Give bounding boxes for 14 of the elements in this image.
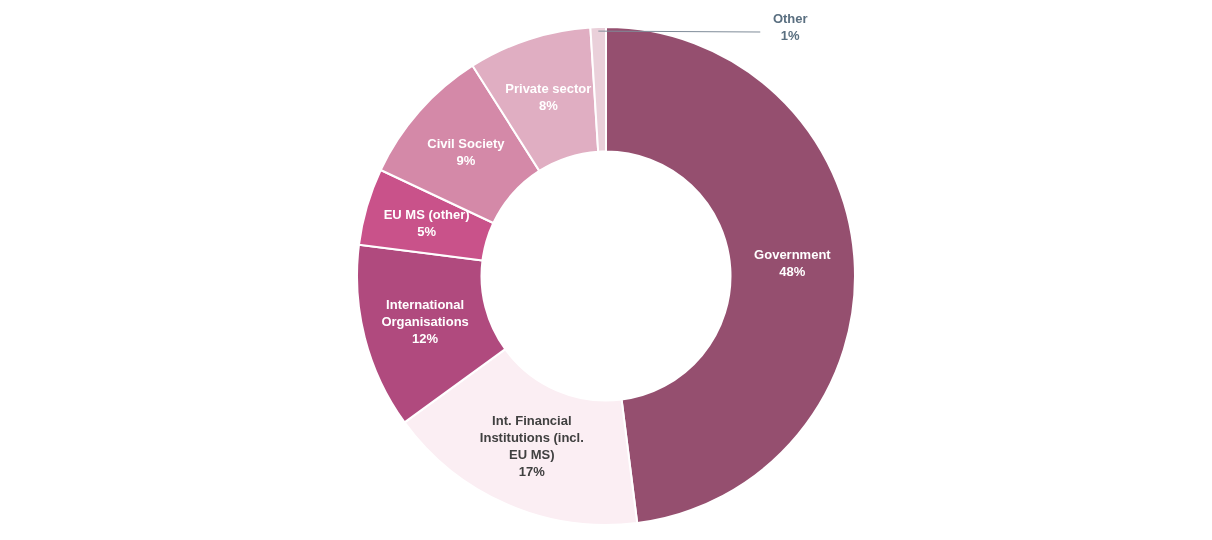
slice-label: Government — [754, 247, 832, 263]
data-label: 8% — [538, 98, 559, 114]
slice-label: Int. Financial Institutions (incl. EU MS) — [479, 413, 584, 463]
data-label: 12% — [412, 331, 439, 347]
data-label: 9% — [456, 152, 476, 168]
slice-label: Private sector — [505, 81, 592, 97]
slice-label: Civil Society — [427, 135, 506, 151]
slice-label: EU MS (other) — [383, 206, 470, 222]
data-label: 5% — [417, 223, 437, 239]
data-label: 17% — [518, 464, 546, 480]
slice-label: Other — [772, 11, 808, 27]
data-label: 1% — [780, 28, 801, 44]
data-label: 48% — [779, 264, 806, 280]
slice-label: International Organisations — [381, 297, 469, 330]
